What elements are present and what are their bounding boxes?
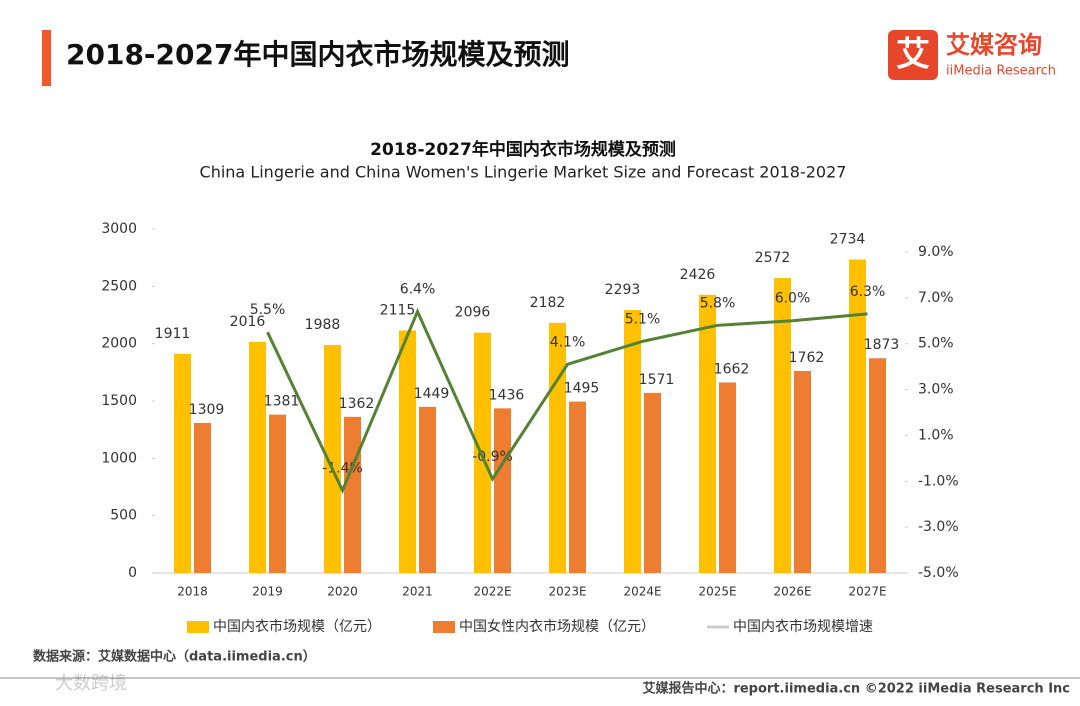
x-tick-label: 2021 bbox=[402, 585, 433, 599]
bar-label: 1309 bbox=[189, 402, 225, 418]
bar-label: 1362 bbox=[339, 396, 375, 412]
bar bbox=[249, 341, 266, 573]
bar bbox=[324, 345, 341, 573]
bar bbox=[849, 259, 866, 573]
bar bbox=[344, 416, 361, 573]
y2-tick-label: 9.0% bbox=[918, 244, 954, 260]
bar bbox=[474, 332, 491, 573]
bar-label: 1571 bbox=[639, 372, 675, 388]
x-tick-label: 2018 bbox=[177, 585, 208, 599]
y-tick-label: 500 bbox=[110, 508, 137, 524]
x-tick-label: 2025E bbox=[698, 585, 736, 599]
legend-label: 中国内衣市场规模（亿元） bbox=[213, 618, 381, 635]
logo-name: 艾媒咨询 bbox=[946, 31, 1042, 59]
line-label: 6.4% bbox=[400, 282, 436, 298]
y-tick-label: 2500 bbox=[101, 278, 137, 294]
bar bbox=[869, 358, 886, 573]
line-label: 6.0% bbox=[775, 291, 811, 307]
y-tick-label: 1000 bbox=[101, 450, 137, 466]
y2-tick-label: -5.0% bbox=[918, 565, 959, 581]
bar-label: 2016 bbox=[230, 314, 266, 330]
bar bbox=[194, 422, 211, 573]
bar-label: 2293 bbox=[605, 282, 641, 298]
y-tick-label: 1500 bbox=[101, 393, 137, 409]
y2-tick-label: 5.0% bbox=[918, 336, 954, 352]
logo-box bbox=[888, 30, 938, 80]
bar-label: 1662 bbox=[714, 361, 750, 377]
x-tick-label: 2027E bbox=[848, 585, 886, 599]
bar-label: 1762 bbox=[789, 350, 825, 366]
logo-mark: 艾 bbox=[896, 35, 930, 75]
y-tick-label: 3000 bbox=[101, 221, 137, 237]
bar-label: 1381 bbox=[264, 394, 300, 410]
bar bbox=[699, 294, 716, 573]
bar-label: 2115 bbox=[380, 302, 416, 318]
line-label: 5.1% bbox=[625, 311, 661, 327]
bar-label: 2182 bbox=[530, 295, 566, 311]
footer: 艾媒报告中心：report.iimedia.cn ©2022 iiMedia R… bbox=[642, 681, 1070, 697]
title-accent bbox=[42, 30, 51, 86]
y2-tick-label: 3.0% bbox=[918, 382, 954, 398]
bar-label: 2734 bbox=[830, 232, 866, 248]
bar bbox=[644, 392, 661, 573]
y2-tick-label: 7.0% bbox=[918, 290, 954, 306]
x-tick-label: 2022E bbox=[473, 585, 511, 599]
y-tick-label: 2000 bbox=[101, 336, 137, 352]
bar bbox=[774, 278, 791, 573]
bar bbox=[494, 408, 511, 573]
line-label: 4.1% bbox=[550, 334, 586, 350]
line bbox=[266, 307, 868, 495]
bar-label: 1988 bbox=[305, 317, 341, 333]
bar-label: 2096 bbox=[455, 305, 491, 321]
line-label: 5.8% bbox=[700, 295, 736, 311]
y2-tick-label: -3.0% bbox=[918, 519, 959, 535]
x-tick-label: 2026E bbox=[773, 585, 811, 599]
plot: 0 500 1000 1500 2000 2500 3000 -5.0% -3.0% -1.0% 1… bbox=[101, 221, 958, 635]
legend-swatch bbox=[433, 621, 455, 633]
watermark: 大数跨境 bbox=[55, 673, 127, 694]
bar-label: 1873 bbox=[864, 337, 900, 353]
bar bbox=[794, 370, 811, 573]
legend-label: 中国内衣市场规模增速 bbox=[733, 618, 873, 635]
x-tick-label: 2019 bbox=[252, 585, 283, 599]
bar-label: 2426 bbox=[680, 267, 716, 283]
bar bbox=[624, 310, 641, 573]
bar bbox=[549, 322, 566, 573]
chart-title: 2018-2027年中国内衣市场规模及预测 bbox=[370, 139, 676, 160]
x-tick-label: 2023E bbox=[548, 585, 586, 599]
legend-label: 中国女性内衣市场规模（亿元） bbox=[459, 618, 655, 635]
logo-sub: iiMedia Research bbox=[946, 64, 1056, 79]
source: 数据来源：艾媒数据中心（data.iimedia.cn） bbox=[33, 649, 316, 665]
bar bbox=[419, 406, 436, 573]
y2-tick-label: -1.0% bbox=[918, 473, 959, 489]
bar-label: 1495 bbox=[564, 381, 600, 397]
x-tick-label: 2020 bbox=[327, 585, 358, 599]
chart-subtitle: China Lingerie and China Women's Lingeri… bbox=[200, 163, 847, 182]
bar bbox=[269, 414, 286, 573]
slide-title: 2018-2027年中国内衣市场规模及预测 bbox=[66, 38, 569, 71]
bar-label: 2572 bbox=[755, 250, 791, 266]
bar-label: 1449 bbox=[414, 386, 450, 402]
legend-swatch bbox=[187, 621, 209, 633]
y2-tick-label: 1.0% bbox=[918, 427, 954, 443]
line-label: 6.3% bbox=[850, 284, 886, 300]
bar bbox=[569, 401, 586, 573]
y-tick-label: 0 bbox=[128, 565, 137, 581]
line-label: 5.5% bbox=[250, 302, 286, 318]
bar bbox=[399, 330, 416, 573]
x-tick-label: 2024E bbox=[623, 585, 661, 599]
bar bbox=[174, 353, 191, 573]
bar-label: 1911 bbox=[155, 326, 191, 342]
bar-label: 1436 bbox=[489, 387, 525, 403]
bar bbox=[719, 382, 736, 573]
